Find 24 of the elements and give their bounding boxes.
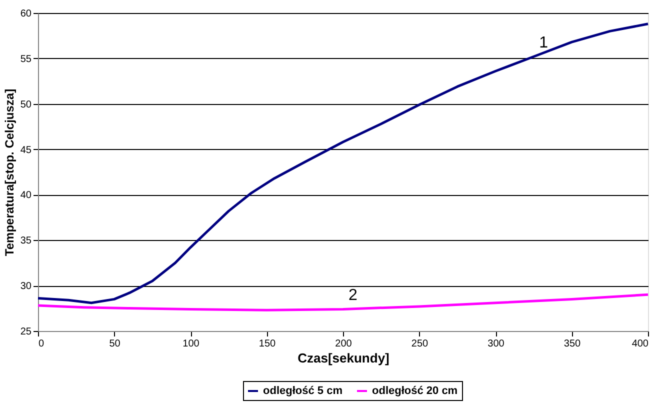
y-tick-label: 55: [20, 54, 32, 65]
y-tick-label: 25: [20, 326, 32, 338]
y-tick-label: 40: [20, 190, 32, 202]
legend-label: odległość 20 cm: [372, 385, 458, 397]
x-tick-label: 50: [109, 338, 121, 350]
x-tick-label: 350: [564, 338, 582, 350]
x-tick-label: 100: [182, 338, 200, 350]
annotation: 2: [348, 287, 358, 304]
x-tick-label: 300: [488, 338, 505, 350]
y-tick-label: 50: [20, 99, 32, 110]
x-axis-title: Czas[sekundy]: [298, 350, 390, 366]
legend-label: odległość 5 cm: [263, 385, 343, 397]
x-tick-label: 150: [258, 338, 276, 350]
x-tick-label: 250: [411, 338, 429, 350]
y-tick-label: 35: [20, 236, 32, 247]
annotation: 1: [539, 34, 548, 52]
x-tick-label: 200: [335, 338, 352, 350]
x-tick-label: 0: [38, 338, 44, 350]
y-tick-label: 45: [20, 144, 32, 156]
x-tick-label: 400: [632, 338, 649, 350]
line-series: [36, 22, 650, 304]
y-axis-title: Temperatura[stop. Celcjusza]: [2, 88, 16, 256]
y-tick-label: 30: [20, 281, 32, 292]
y-tick-label: 60: [20, 8, 32, 20]
